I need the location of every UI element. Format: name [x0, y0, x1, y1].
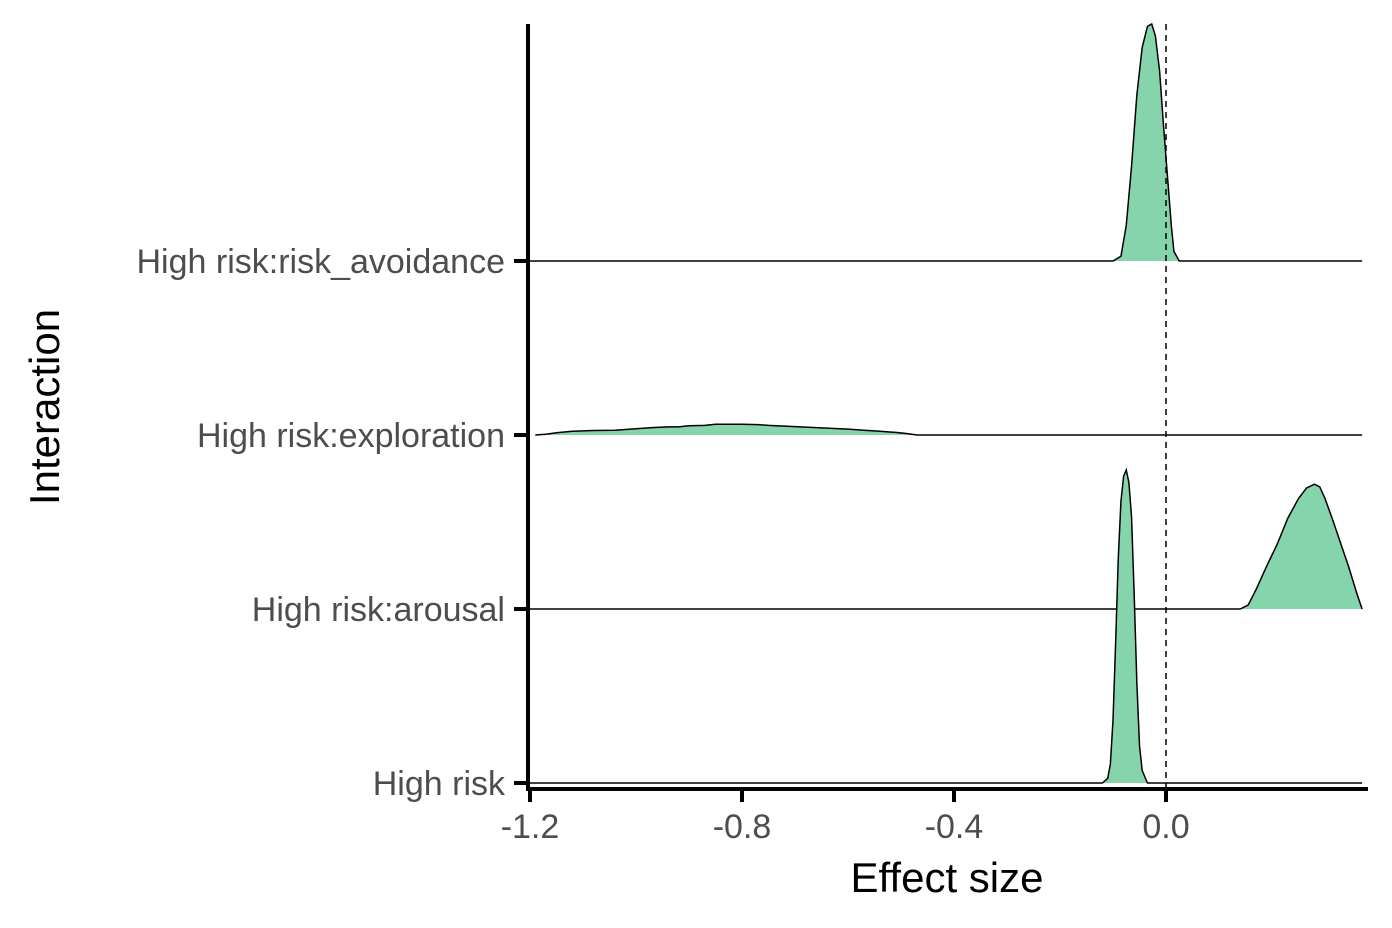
x-tick-label: -0.4 [925, 808, 984, 846]
density-outline [530, 483, 1363, 610]
ridge-high-risk [530, 467, 1363, 784]
density-fill [1113, 24, 1180, 261]
density-outline [535, 423, 1363, 436]
y-axis-title: Interaction [21, 309, 68, 505]
ridge-high-risk-arousal [530, 483, 1363, 610]
y-axis-ticks: High risk High risk:arousal High risk:expl… [137, 243, 528, 803]
x-axis-title: Effect size [851, 854, 1044, 901]
ridges-group [530, 22, 1363, 784]
y-tick-label: High risk [373, 765, 506, 803]
x-tick-label: -0.8 [713, 808, 772, 846]
x-axis-ticks: -1.2 -0.8 -0.4 0.0 [501, 789, 1190, 846]
density-fill [1240, 484, 1363, 609]
y-tick-label: High risk:arousal [252, 591, 505, 629]
density-fill [535, 424, 917, 435]
x-tick-label: -1.2 [501, 808, 560, 846]
y-tick-label: High risk:risk_avoidance [137, 243, 506, 281]
density-outline [530, 22, 1363, 262]
ridge-high-risk-risk-avoidance [530, 22, 1363, 262]
ridge-high-risk-exploration [535, 423, 1363, 436]
density-outline [530, 467, 1363, 784]
y-tick-label: High risk:exploration [197, 417, 505, 455]
x-tick-label: 0.0 [1142, 808, 1189, 846]
density-fill [1102, 470, 1148, 783]
